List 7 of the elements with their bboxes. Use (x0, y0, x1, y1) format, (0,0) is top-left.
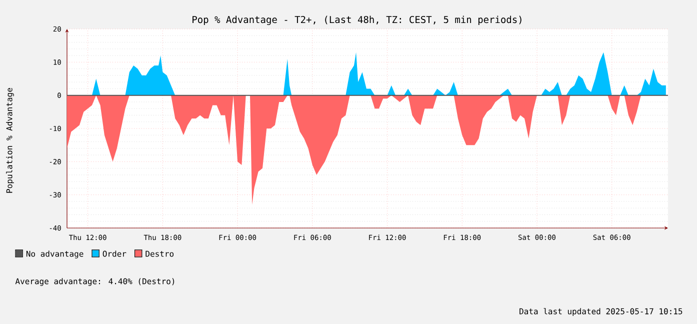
legend-label: Order (102, 250, 126, 257)
text: Average advantage: 4.40% (Destro) (15, 278, 174, 286)
legend-label: Destro (146, 250, 174, 257)
text: Data last updated 2025-05-17 10:15 (520, 308, 682, 316)
chart-title: Pop % Advantage - T2+, (Last 48h, TZ: CEST, 5 min periods) (192, 16, 522, 26)
y-axis-title: Population % Advantage (6, 88, 14, 193)
legend-label: No advantage (26, 250, 84, 258)
